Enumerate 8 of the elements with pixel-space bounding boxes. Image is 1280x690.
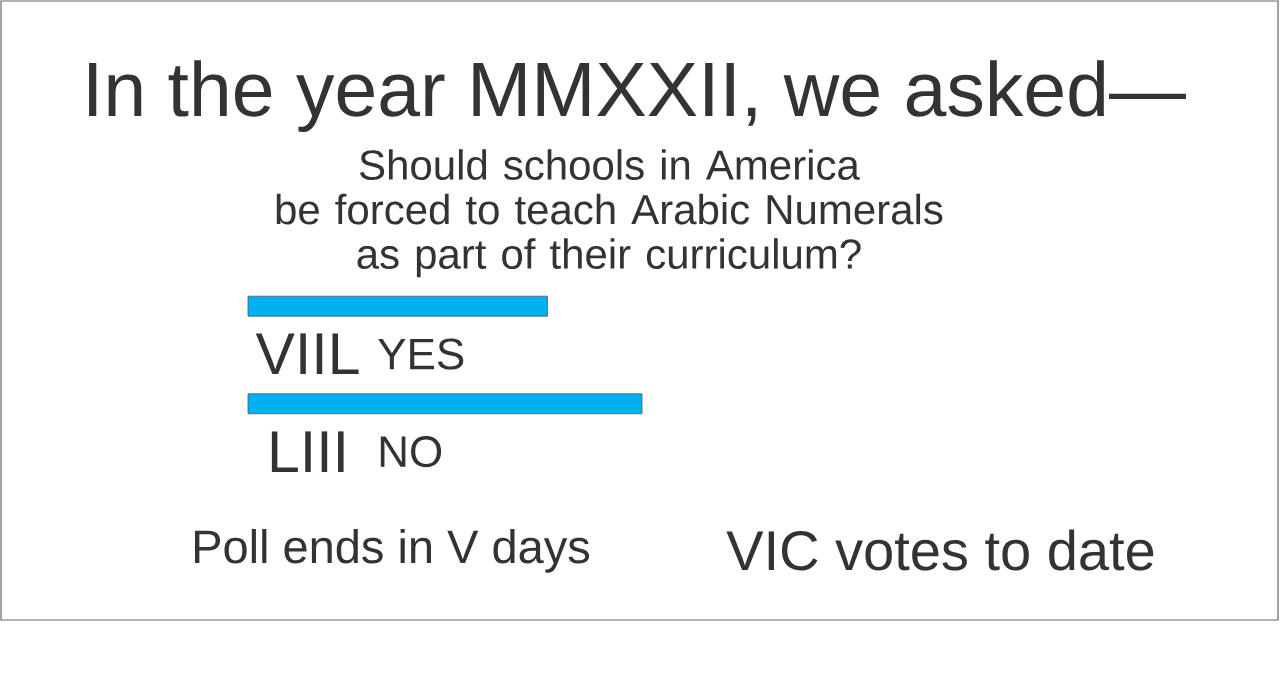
annotation: VIIL bbox=[255, 333, 359, 374]
text: Poll ends in V days bbox=[195, 528, 590, 573]
text: VIC votes to date bbox=[726, 529, 1154, 571]
y-tick-label: YES bbox=[378, 338, 464, 370]
chart-subtitle: Should schools in America be forced to teach Arabic Numerals as part of their curriculum? bbox=[276, 149, 943, 278]
annotation: LIII bbox=[271, 431, 344, 472]
chart-title: In the year MMXXII, we asked— bbox=[89, 60, 1186, 132]
y-tick-label: NO bbox=[380, 436, 442, 468]
